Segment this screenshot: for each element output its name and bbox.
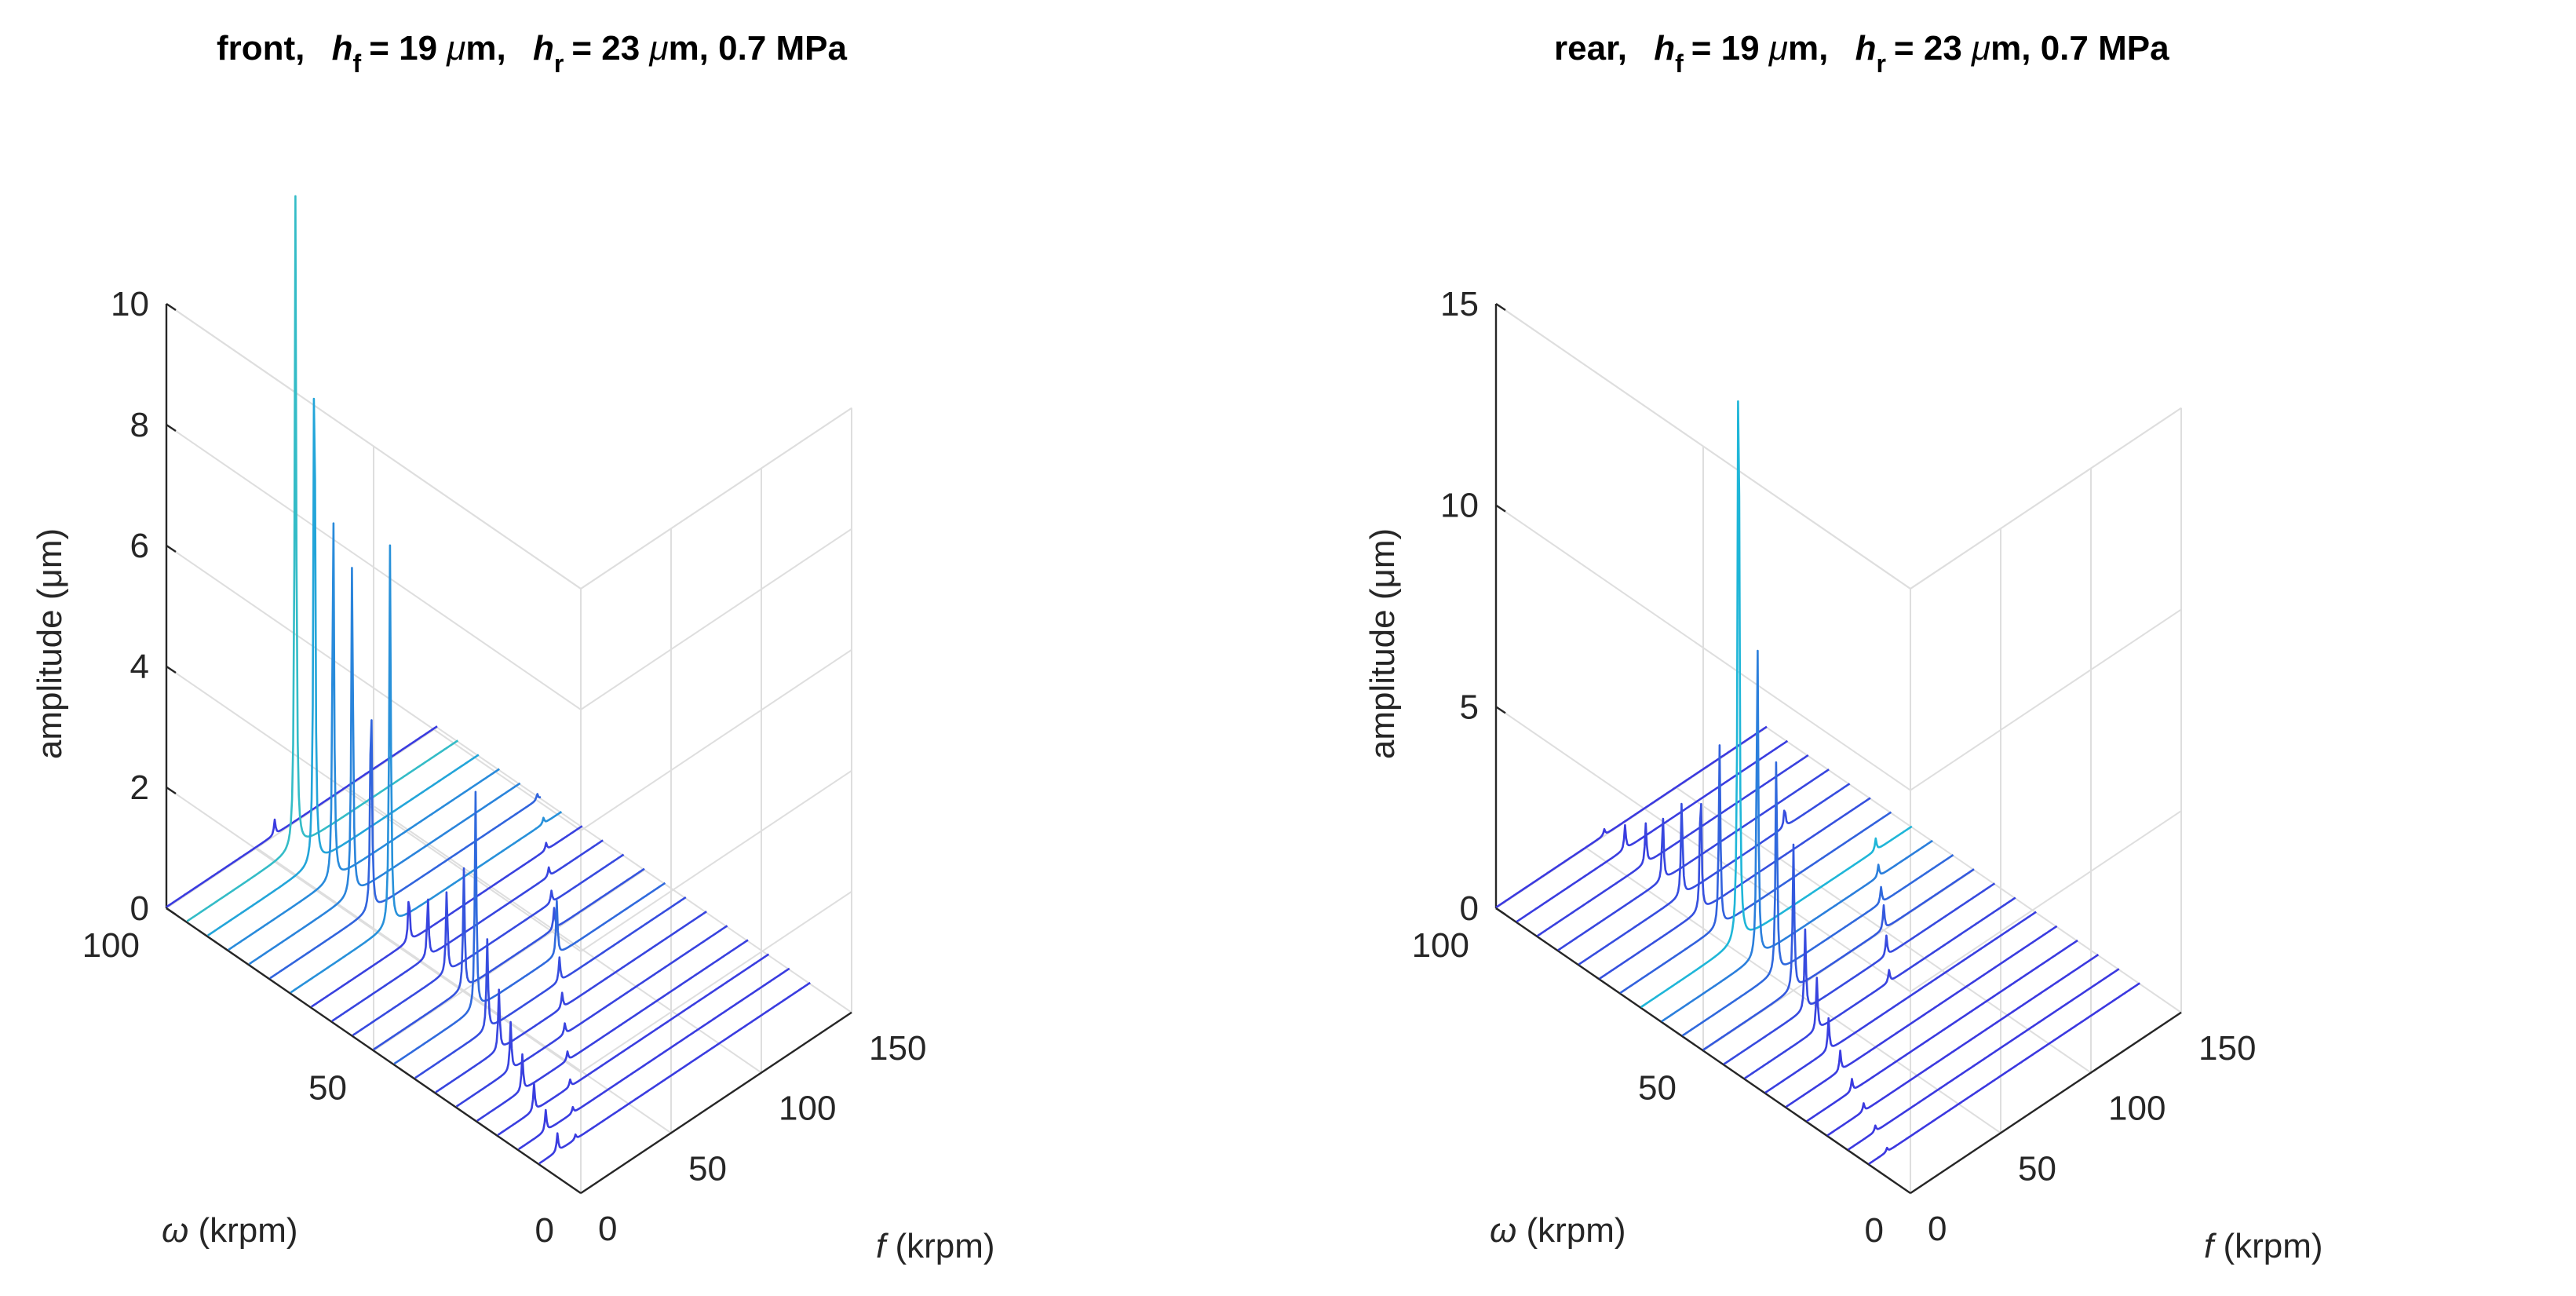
grid-line-z <box>1495 706 2182 993</box>
z-tick <box>166 787 177 794</box>
grid-line-top <box>166 303 852 590</box>
spectrum-line <box>1495 725 1768 909</box>
spectrum-line <box>1764 911 2037 1093</box>
grid-line-x <box>1585 528 2001 1135</box>
spectrum-line <box>228 522 500 951</box>
z-tick <box>166 545 177 553</box>
f-tick-label: 50 <box>688 1149 727 1188</box>
omega-axis-line <box>1495 907 1911 1194</box>
z-tick <box>166 907 177 915</box>
grid-line-x <box>1766 407 2182 1014</box>
spectrum-line <box>373 867 645 1050</box>
f-tick-label: 150 <box>2198 1029 2256 1068</box>
f-axis-line <box>1910 1011 2182 1194</box>
f-tick-label: 0 <box>1928 1210 1947 1248</box>
z-tick-label: 5 <box>1460 688 1479 726</box>
spectrum-line <box>1516 739 1789 923</box>
f-tick-label: 150 <box>869 1029 926 1068</box>
omega-axis-line <box>166 907 582 1194</box>
spectrum-line <box>1661 649 1933 1023</box>
front-panel: front, hf = 19 μm, hr = 23 μm, 0.7 MPa 0 2 4… <box>31 29 995 1265</box>
spectrum-line <box>1681 761 1954 1037</box>
omega-tick-label: 100 <box>1412 926 1469 965</box>
spectrum-line <box>538 981 811 1165</box>
z-tick-label: 4 <box>130 648 149 686</box>
spectrum-line <box>1537 754 1809 937</box>
z-tick <box>166 303 177 311</box>
z-tick <box>166 666 177 674</box>
f-tick-label: 100 <box>779 1090 836 1128</box>
spectrum-line <box>1702 843 1975 1051</box>
front-y-label: ω (krpm) <box>162 1211 298 1250</box>
grid-line-z <box>166 303 852 590</box>
front-z-label: amplitude (μm) <box>31 528 69 759</box>
z-tick-label: 0 <box>1460 889 1479 928</box>
z-tick-label: 10 <box>111 285 149 323</box>
z-tick <box>1495 907 1506 915</box>
omega-tick-label: 0 <box>1865 1211 1884 1250</box>
omega-tick-label: 0 <box>535 1211 554 1250</box>
z-tick-label: 0 <box>130 889 149 928</box>
omega-tick-label: 100 <box>82 926 140 965</box>
spectrum-line <box>1848 968 2120 1151</box>
omega-tick-label: 50 <box>308 1069 347 1108</box>
z-tick-label: 6 <box>130 527 149 565</box>
spectrum-line <box>1826 954 2100 1137</box>
rear-x-label: f (krpm) <box>2204 1227 2323 1265</box>
spectrum-line <box>1806 939 2078 1123</box>
spectrum-line <box>1640 400 1913 1008</box>
spectrum-line <box>1557 768 1830 951</box>
grid-line-z <box>166 545 852 832</box>
rear-title: rear, hf = 19 μm, hr = 23 μm, 0.7 MPa <box>1554 29 2169 78</box>
z-tick <box>166 424 177 432</box>
z-tick-label: 2 <box>130 768 149 807</box>
spectrum-line <box>393 790 666 1065</box>
grid-line-x <box>436 407 852 1014</box>
omega-tick-label: 50 <box>1638 1069 1677 1108</box>
spectrum-line <box>1744 896 2016 1079</box>
spectrum-line <box>331 839 604 1022</box>
spectrum-line <box>1785 925 2058 1108</box>
spectrum-line <box>1578 783 1851 966</box>
grid-line-z <box>166 424 852 711</box>
f-tick-label: 0 <box>598 1210 617 1248</box>
spectrum-line <box>269 719 542 980</box>
spectrum-line <box>476 939 749 1122</box>
z-tick-label: 8 <box>130 406 149 444</box>
f-tick-label: 50 <box>2018 1149 2056 1188</box>
rear-y-label: ω (krpm) <box>1490 1211 1626 1250</box>
front-x-label: f (krpm) <box>876 1227 995 1265</box>
z-tick-label: 15 <box>1440 285 1479 323</box>
spectrum-line <box>207 397 480 936</box>
grid-line-z <box>1495 504 2182 791</box>
spectrum-line <box>248 567 521 966</box>
z-tick-label: 10 <box>1440 487 1479 525</box>
spectrum-line <box>1723 882 1996 1065</box>
spectrum-line <box>497 953 770 1136</box>
grid-line-x <box>346 468 762 1075</box>
rear-panel: rear, hf = 19 μm, hr = 23 μm, 0.7 MPa 0 5 10… <box>1363 29 2323 1265</box>
z-tick <box>1495 504 1506 513</box>
rear-z-label: amplitude (μm) <box>1363 528 1402 759</box>
f-axis-line <box>580 1011 852 1194</box>
grid-line-top <box>1495 303 2182 590</box>
front-title: front, hf = 19 μm, hr = 23 μm, 0.7 MPa <box>217 29 848 78</box>
spectrum-line <box>414 896 687 1079</box>
spectrum-line <box>290 544 563 994</box>
spectrum-line <box>435 911 707 1093</box>
spectrum-line <box>518 967 790 1151</box>
spectrum-line <box>455 925 728 1108</box>
spectrum-line <box>186 195 459 922</box>
grid-line-z <box>1495 303 2182 590</box>
f-tick-label: 100 <box>2108 1090 2166 1128</box>
z-tick <box>1495 706 1506 714</box>
grid-line-z <box>166 666 852 953</box>
spectrum-line <box>1868 982 2140 1165</box>
z-tick <box>1495 303 1506 311</box>
